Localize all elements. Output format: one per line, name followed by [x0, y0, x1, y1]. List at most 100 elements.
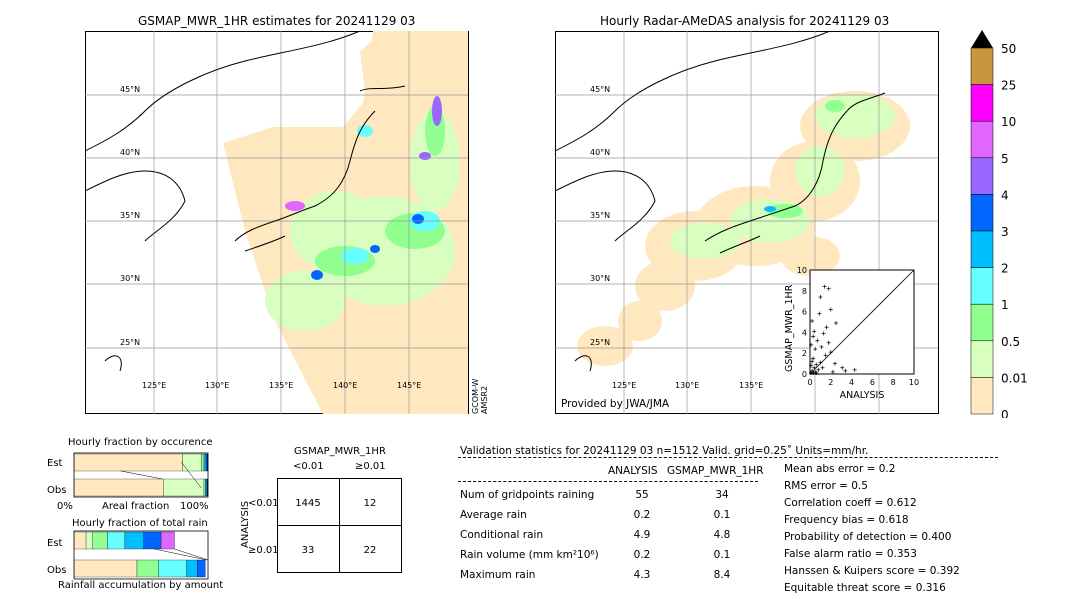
- left-map: 45°N 40°N 35°N 30°N 25°N 125°E 130°E 135…: [85, 31, 469, 414]
- colorbar-swatch: [970, 84, 994, 122]
- validation-score: Equitable threat score = 0.316: [784, 582, 946, 594]
- left-swath-north: [360, 31, 405, 91]
- colorbar-label: 4: [1001, 188, 1009, 202]
- occurrence-cat-obs: Obs: [47, 485, 66, 496]
- total-rain-bar-segment: [73, 559, 138, 578]
- scatter-point: [819, 344, 824, 349]
- scatter-xtick: 10: [909, 378, 919, 387]
- right-lon-label-125: 125°E: [612, 381, 636, 390]
- scatter-ytick: 0: [802, 370, 807, 379]
- colorbar-swatch: [970, 230, 994, 268]
- occurrence-link-line: [181, 461, 202, 489]
- occurrence-bar-segment: [205, 453, 208, 472]
- colorbar-swatch: [970, 120, 994, 159]
- left-side-label-1: GCOM-W: [471, 378, 480, 414]
- validation-row-gsmap: 8.4: [713, 569, 731, 581]
- left-lon-label-140: 140°E: [333, 381, 357, 390]
- contingency-col-0: <0.01: [293, 461, 324, 472]
- scatter-ytick: 8: [802, 287, 807, 296]
- total-rain-cat-obs: Obs: [47, 565, 66, 576]
- total-rain-bar-segment: [107, 531, 126, 550]
- scatter-xtick: 4: [849, 378, 854, 387]
- contingency-cell-1-0: 33: [302, 545, 315, 556]
- validation-row-analysis: 4.3: [633, 569, 651, 581]
- validation-row-label: Average rain: [460, 509, 527, 521]
- total-rain-bar-segment: [186, 559, 198, 578]
- right-lat-label-25: 25°N: [590, 338, 610, 347]
- scatter-xtick: 8: [891, 378, 896, 387]
- scatter-point: [816, 367, 821, 372]
- validation-score: RMS error = 0.5: [784, 480, 868, 492]
- right-coastline: [555, 31, 886, 372]
- left-lat-label-35: 35°N: [120, 211, 140, 220]
- colorbar-label: 10: [1001, 115, 1016, 129]
- scatter-point: [828, 350, 833, 355]
- scatter-xtick: 0: [807, 378, 812, 387]
- scatter-ytick: 10: [797, 266, 807, 275]
- scatter-ytick: 2: [802, 349, 807, 358]
- scatter-point: [811, 334, 816, 339]
- validation-row-analysis: 0.2: [633, 509, 651, 521]
- validation-row-label: Rain volume (mm km²10⁶): [460, 549, 599, 561]
- colorbar-label: 0: [1001, 408, 1009, 418]
- occurrence-bar-segment: [163, 478, 205, 497]
- colorbar: 50 25 10 5 4 3 2 1 0.5 0.01 0: [970, 30, 1028, 418]
- validation-row-label: Num of gridpoints raining: [460, 489, 595, 501]
- validation-row-analysis: 0.2: [633, 549, 651, 561]
- validation-col-analysis: ANALYSIS: [608, 465, 658, 477]
- right-lat-label-40: 40°N: [590, 148, 610, 157]
- scatter-point: [814, 362, 819, 367]
- validation-row-gsmap: 34: [715, 489, 729, 501]
- colorbar-swatch: [970, 47, 994, 85]
- contingency-col-1: ≥0.01: [355, 461, 386, 472]
- colorbar-swatch: [970, 267, 994, 305]
- validation-score: Frequency bias = 0.618: [784, 514, 909, 526]
- scatter-xlabel: ANALYSIS: [840, 390, 885, 401]
- colorbar-label: 50: [1001, 42, 1016, 56]
- colorbar-swatch: [970, 194, 994, 232]
- right-lat-label-35: 35°N: [590, 211, 610, 220]
- colorbar-swatch: [970, 377, 994, 415]
- scatter-point: [824, 325, 829, 330]
- contingency-table: 1445 12 33 22 ANALYSIS <0.01 ≥0.01: [240, 478, 402, 573]
- scatter-point: [810, 368, 815, 373]
- occurrence-tick-right: 100%: [180, 501, 209, 512]
- validation-score: False alarm ratio = 0.353: [784, 548, 917, 560]
- scatter-xtick: 2: [828, 378, 833, 387]
- total-rain-frame: [73, 530, 209, 580]
- scatter-point: [815, 338, 820, 343]
- scatter-xtick: 6: [870, 378, 875, 387]
- left-lon-label-145: 145°E: [397, 381, 421, 390]
- validation-score: Mean abs error = 0.2: [784, 463, 896, 475]
- contingency-row-0: <0.01: [248, 498, 279, 509]
- colorbar-label: 1: [1001, 298, 1009, 312]
- total-rain-cat-est: Est: [47, 538, 63, 549]
- colorbar-label: 0.01: [1001, 371, 1028, 385]
- validation-row-gsmap: 4.8: [713, 529, 731, 541]
- validation-score: Hanssen & Kuipers score = 0.392: [784, 565, 960, 577]
- colorbar-over-arrow: [971, 30, 993, 48]
- total-rain-bar-segment: [73, 531, 87, 550]
- scatter-point: [821, 331, 826, 336]
- total-rain-link-line: [174, 548, 209, 561]
- validation-row-label: Maximum rain: [460, 569, 536, 581]
- scatter-chart: 00 2 2 4 4 6 6 8 8 10 10 ANALYSIS GSMAP_MWR_1HR: [784, 266, 919, 401]
- validation-score: Correlation coeff = 0.612: [784, 497, 917, 509]
- occurrence-frame: [73, 452, 209, 498]
- scatter-point: [823, 353, 828, 358]
- left-side-labels: GCOM-W AMSR2: [471, 378, 489, 414]
- colorbar-label: 5: [1001, 152, 1009, 166]
- left-coastline: [85, 31, 406, 372]
- contingency-row-axis: ANALYSIS: [240, 501, 251, 548]
- validation-col-gsmap: GSMAP_MWR_1HR: [667, 465, 764, 477]
- total-rain-bar-segment: [136, 559, 159, 578]
- contingency-cell-1-1: 22: [364, 545, 377, 556]
- scatter-point: [828, 307, 833, 312]
- left-lon-label-135: 135°E: [269, 381, 293, 390]
- colorbar-swatch: [970, 303, 994, 342]
- scatter-point: [817, 311, 822, 316]
- contingency-title: GSMAP_MWR_1HR: [294, 446, 386, 457]
- colorbar-label: 0.5: [1001, 335, 1020, 349]
- right-rain-strong: [764, 100, 845, 218]
- contingency-cell-0-1: 12: [364, 498, 377, 509]
